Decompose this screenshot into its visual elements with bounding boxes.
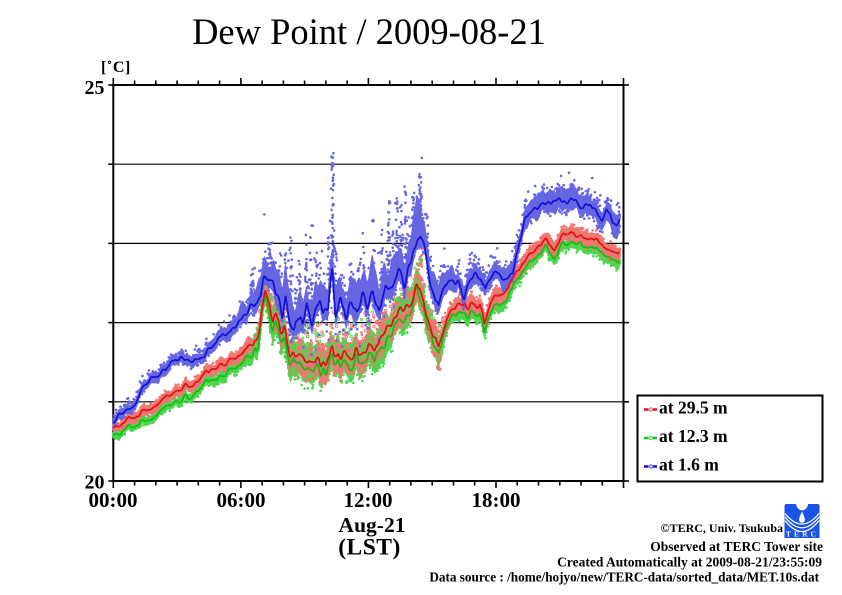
svg-text:Aug-21: Aug-21 bbox=[339, 513, 406, 537]
svg-text:25: 25 bbox=[85, 77, 105, 99]
svg-text:18:00: 18:00 bbox=[472, 488, 521, 512]
svg-text:at 1.6 m: at 1.6 m bbox=[659, 455, 719, 475]
svg-text:(LST): (LST) bbox=[338, 535, 401, 561]
svg-text:TERC: TERC bbox=[786, 530, 819, 539]
svg-text:00:00: 00:00 bbox=[89, 488, 138, 512]
svg-text:at 12.3 m: at 12.3 m bbox=[659, 426, 728, 446]
svg-text:©TERC, Univ. Tsukuba: ©TERC, Univ. Tsukuba bbox=[661, 521, 783, 535]
svg-text:20: 20 bbox=[85, 472, 105, 494]
svg-text:Observed at TERC Tower site: Observed at TERC Tower site bbox=[650, 539, 823, 554]
svg-text:06:00: 06:00 bbox=[217, 488, 266, 512]
svg-text:12:00: 12:00 bbox=[344, 488, 393, 512]
svg-text:Dew Point / 2009-08-21: Dew Point / 2009-08-21 bbox=[192, 11, 546, 52]
svg-text:Data source : /home/hojyo/new/: Data source : /home/hojyo/new/TERC-data/… bbox=[429, 570, 819, 585]
svg-text:Created Automatically at 2009-: Created Automatically at 2009-08-21/23:5… bbox=[557, 555, 822, 570]
svg-text:[˚C]: [˚C] bbox=[101, 59, 131, 76]
svg-text:at 29.5 m: at 29.5 m bbox=[659, 398, 728, 418]
